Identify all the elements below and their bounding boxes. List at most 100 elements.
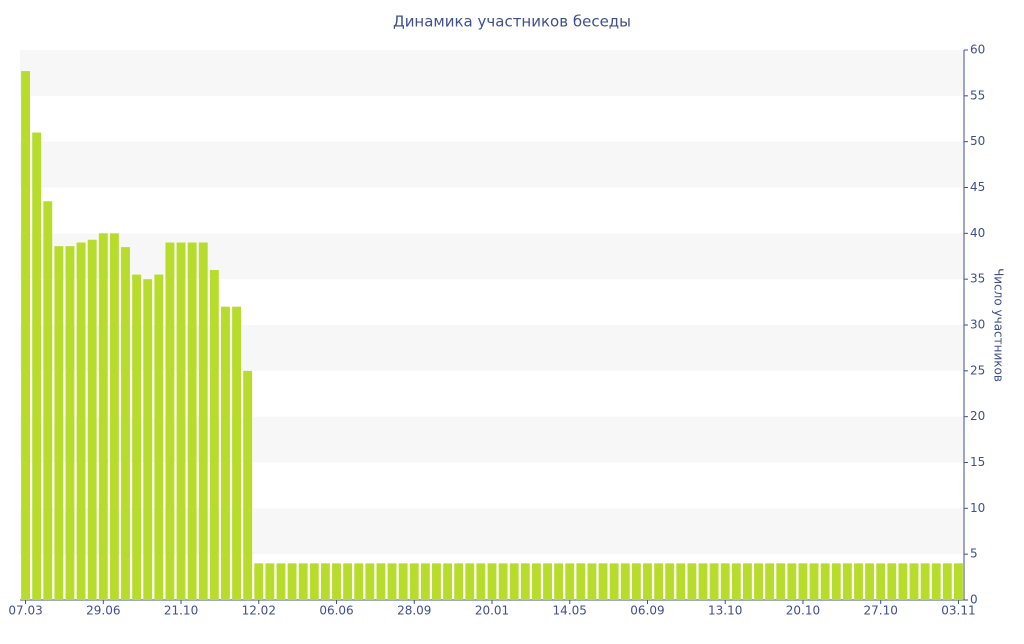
bar bbox=[631, 563, 641, 600]
grid-band bbox=[20, 233, 964, 280]
bar bbox=[54, 246, 64, 600]
bar bbox=[232, 306, 242, 600]
bar bbox=[876, 563, 886, 600]
bar bbox=[465, 563, 475, 600]
x-tick-label: 20.01 bbox=[475, 604, 509, 618]
bar bbox=[476, 563, 486, 600]
y-tick-label: 30 bbox=[970, 318, 985, 332]
bar bbox=[865, 563, 875, 600]
bar bbox=[309, 563, 319, 600]
x-tick-label: 13.10 bbox=[708, 604, 742, 618]
bar bbox=[931, 563, 941, 600]
bar bbox=[443, 563, 453, 600]
bar bbox=[209, 270, 219, 600]
bar bbox=[176, 242, 186, 600]
bar bbox=[942, 563, 952, 600]
bar bbox=[387, 563, 397, 600]
bar bbox=[920, 563, 930, 600]
bar bbox=[620, 563, 630, 600]
y-tick-label: 25 bbox=[970, 363, 985, 377]
bar bbox=[287, 563, 297, 600]
bar bbox=[121, 247, 130, 601]
x-tick-label: 28.09 bbox=[397, 604, 431, 618]
y-tick-label: 20 bbox=[970, 409, 985, 423]
y-tick-label: 55 bbox=[970, 88, 985, 102]
bar bbox=[109, 233, 119, 601]
y-tick-label: 10 bbox=[970, 501, 985, 515]
y-axis-title: Число участников bbox=[992, 268, 1006, 382]
bar bbox=[887, 563, 897, 600]
bar bbox=[132, 274, 142, 600]
bar bbox=[554, 563, 564, 600]
y-tick-label: 40 bbox=[970, 226, 985, 240]
bar bbox=[831, 563, 841, 600]
x-tick-label: 27.10 bbox=[864, 604, 898, 618]
bar bbox=[520, 563, 530, 600]
y-tick-label: 45 bbox=[970, 180, 985, 194]
bar bbox=[842, 563, 852, 600]
bar bbox=[798, 563, 808, 600]
chart-title: Динамика участников беседы bbox=[393, 13, 631, 31]
bar bbox=[820, 563, 830, 600]
bar bbox=[332, 563, 341, 600]
bar bbox=[687, 563, 697, 600]
bar bbox=[665, 563, 675, 600]
x-tick-label: 14.05 bbox=[553, 604, 587, 618]
x-tick-label: 20.10 bbox=[786, 604, 820, 618]
x-tick-label: 12.02 bbox=[242, 604, 276, 618]
y-tick-label: 35 bbox=[970, 272, 985, 286]
x-tick-label: 21.10 bbox=[164, 604, 198, 618]
bar bbox=[720, 563, 730, 600]
bar bbox=[898, 563, 908, 600]
bar bbox=[787, 563, 797, 600]
bar bbox=[576, 563, 586, 600]
bar bbox=[21, 71, 30, 601]
bar bbox=[487, 563, 497, 600]
bar bbox=[354, 563, 364, 600]
bar bbox=[221, 306, 230, 600]
x-tick-label: 07.03 bbox=[8, 604, 42, 618]
x-tick-label: 06.09 bbox=[630, 604, 664, 618]
bar bbox=[243, 370, 253, 600]
bar bbox=[43, 201, 53, 600]
x-tick-label: 06.06 bbox=[319, 604, 353, 618]
bar bbox=[698, 563, 708, 600]
bar bbox=[609, 563, 619, 600]
bar bbox=[776, 563, 786, 600]
bar bbox=[276, 563, 286, 600]
bar bbox=[809, 563, 819, 600]
y-tick-label: 15 bbox=[970, 455, 985, 469]
bar bbox=[254, 563, 264, 600]
bar bbox=[454, 563, 464, 600]
bar bbox=[565, 563, 575, 600]
bar bbox=[265, 563, 275, 600]
bar bbox=[498, 563, 508, 600]
bar bbox=[198, 242, 208, 600]
bar bbox=[87, 239, 97, 600]
bar bbox=[742, 563, 752, 600]
bar bbox=[754, 563, 763, 600]
bar bbox=[654, 563, 664, 600]
bar bbox=[76, 242, 86, 600]
y-tick-label: 5 bbox=[970, 547, 978, 561]
y-tick-label: 50 bbox=[970, 134, 985, 148]
bar bbox=[298, 563, 308, 600]
bar bbox=[365, 563, 375, 600]
grid-band bbox=[20, 141, 964, 188]
bar bbox=[676, 563, 686, 600]
x-tick-label: 03.11 bbox=[941, 604, 975, 618]
bar bbox=[98, 233, 108, 601]
y-tick-label: 0 bbox=[970, 593, 978, 607]
bar bbox=[543, 563, 552, 600]
bar bbox=[598, 563, 608, 600]
bar bbox=[154, 274, 164, 600]
bar bbox=[343, 563, 353, 600]
bar bbox=[432, 563, 441, 600]
bar bbox=[376, 563, 386, 600]
bar bbox=[731, 563, 741, 600]
x-tick-label: 29.06 bbox=[86, 604, 120, 618]
bar bbox=[65, 246, 75, 600]
bar bbox=[143, 279, 153, 600]
bar bbox=[509, 563, 519, 600]
